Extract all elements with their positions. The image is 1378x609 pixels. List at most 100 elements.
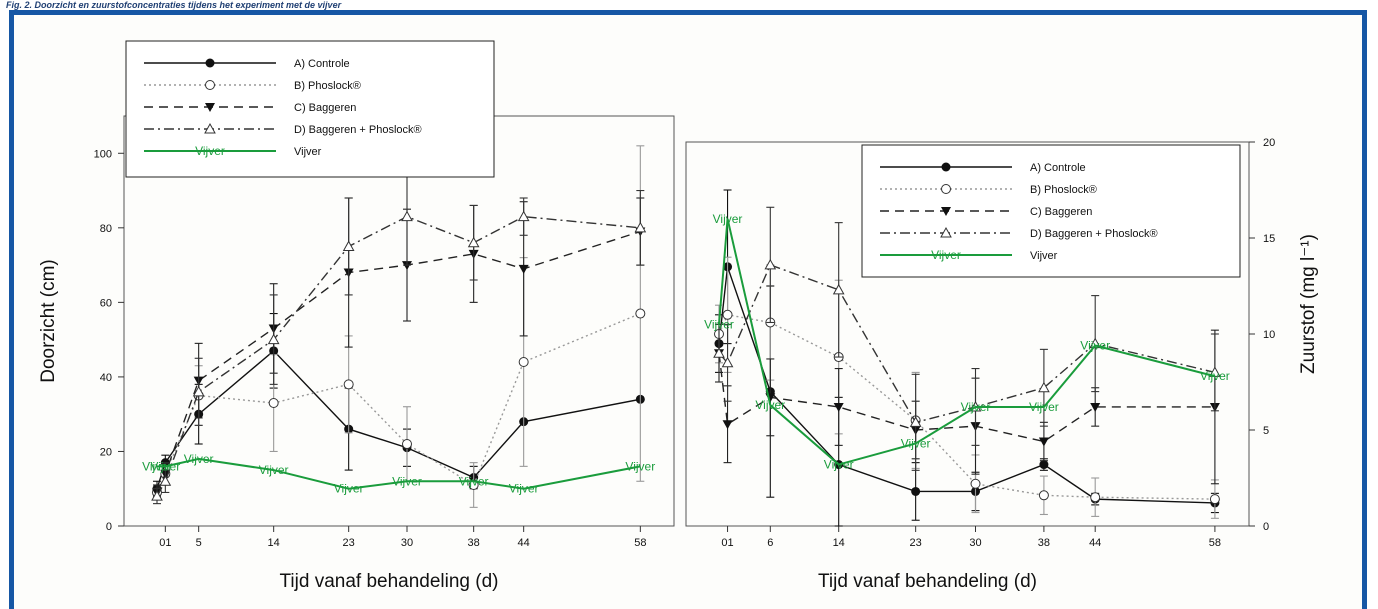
y-tick-label: 20: [1263, 137, 1275, 149]
data-point: [634, 221, 647, 233]
data-point: [1090, 492, 1101, 503]
x-tick-label: 58: [1209, 537, 1221, 549]
data-point: [1090, 402, 1101, 412]
series-line-5: [157, 457, 641, 490]
y-tick-label: 15: [1263, 233, 1275, 245]
data-point: [159, 475, 172, 486]
data-point: [342, 240, 355, 251]
data-point: [402, 439, 412, 449]
figure-frame: 0 20 40 60 80 100 01 5 14 23 30 38 44 58 Tijd vanaf be…: [9, 10, 1367, 609]
vijver-point-label: Vijver: [509, 482, 539, 496]
legend-entry: A) Controle: [294, 58, 350, 70]
legend-marker: [205, 58, 215, 68]
y-tick-label: 60: [100, 297, 112, 309]
x-tick-label: 30: [969, 537, 981, 549]
legend-marker: [941, 162, 951, 172]
legend-marker: Vijver: [931, 248, 961, 262]
data-point: [1038, 490, 1049, 501]
vijver-point-label: Vijver: [704, 317, 734, 331]
legend: A) Controle B) Phoslock® C) Baggeren D) Bag…: [125, 40, 495, 178]
y-tick-label: 0: [1263, 521, 1269, 533]
series-line-4: [156, 215, 641, 497]
y-tick-label: 5: [1263, 425, 1269, 437]
legend-entry: B) Phoslock®: [294, 80, 361, 92]
series-line-1: [156, 349, 641, 489]
data-point: [401, 210, 413, 222]
y-axis-title: Doorzicht (cm): [38, 259, 59, 383]
legend: A) Controle B) Phoslock® C) Baggeren D) Bag…: [861, 144, 1241, 278]
legend-entry: C) Baggeren: [294, 102, 356, 114]
vijver-point-label: Vijver: [1029, 400, 1059, 414]
x-tick-label: 30: [401, 537, 413, 549]
data-point: [1209, 366, 1221, 377]
data-point: [909, 416, 922, 427]
data-point: [722, 420, 733, 430]
legend-marker: [941, 184, 951, 194]
series-line-3: [718, 353, 1215, 443]
vijver-point-label: Vijver: [755, 398, 785, 412]
y-tick-label: 20: [100, 446, 112, 458]
x-tick-label: 01: [721, 537, 733, 549]
data-point: [635, 308, 646, 319]
series-line-1: [718, 266, 1215, 504]
vijver-point-label: Vijver: [150, 459, 180, 473]
data-point: [1038, 437, 1049, 447]
vijver-point-label: Vijver: [713, 212, 743, 226]
x-tick-label: 44: [1089, 537, 1101, 549]
legend-entry: D) Baggeren + Phoslock®: [294, 124, 422, 136]
legend-entry: D) Baggeren + Phoslock®: [1030, 228, 1158, 240]
vijver-point-label: Vijver: [459, 474, 489, 488]
series-line-4: [718, 263, 1216, 424]
series-line-3: [156, 230, 641, 493]
data-point: [517, 210, 530, 222]
chart-panel-1: 0 20 40 60 80 100 01 5 14 23 30 38 44 58 Tijd vanaf be…: [38, 40, 675, 592]
x-tick-label: 23: [343, 537, 355, 549]
vijver-point-label: Vijver: [142, 459, 172, 473]
y-axis-title-right: Zuurstof (mg l⁻¹): [1298, 234, 1319, 374]
x-tick-label: 01: [159, 537, 171, 549]
legend-marker: [940, 226, 952, 238]
x-axis-title: Tijd vanaf behandeling (d): [280, 571, 499, 592]
data-point: [764, 258, 777, 270]
y-tick-label: 80: [100, 223, 112, 235]
data-point: [1038, 381, 1050, 393]
x-tick-label: 44: [518, 537, 530, 549]
legend-entry: Vijver: [1030, 250, 1058, 262]
legend-marker: [941, 207, 951, 216]
data-point: [1209, 494, 1220, 505]
y-tick-label: 100: [94, 148, 112, 160]
data-point: [192, 385, 205, 397]
y-tick-label: 10: [1263, 329, 1275, 341]
legend-marker: [204, 122, 216, 134]
x-axis-title: Tijd vanaf behandeling (d): [818, 571, 1037, 592]
legend-marker: [205, 103, 215, 112]
data-point: [832, 283, 845, 295]
vijver-point-label: Vijver: [392, 474, 422, 488]
vijver-point-label: Vijver: [1200, 369, 1230, 383]
series-line-5: [718, 218, 1216, 466]
legend-marker: Vijver: [195, 144, 225, 158]
data-point: [268, 398, 279, 408]
legend-entry: Vijver: [294, 146, 322, 158]
vijver-point-label: Vijver: [1080, 339, 1110, 353]
x-tick-label: 14: [268, 537, 280, 549]
data-point: [467, 236, 480, 248]
y-tick-label: 0: [106, 521, 112, 533]
vijver-point-label: Vijver: [824, 458, 854, 472]
legend-entry: A) Controle: [1030, 162, 1086, 174]
vijver-point-label: Vijver: [334, 482, 364, 496]
vijver-point-label: Vijver: [901, 436, 931, 450]
legend-marker: [205, 80, 215, 90]
x-tick-label: 23: [910, 537, 922, 549]
series-line-2: [156, 312, 641, 493]
data-point: [343, 379, 354, 390]
chart-panel-2: 0 5 10 15 20 01 6 14 23 30 38 44 58 Tijd vanaf behand…: [685, 137, 1319, 592]
data-point: [713, 347, 725, 358]
x-tick-label: 38: [468, 537, 480, 549]
data-point: [1039, 460, 1049, 470]
legend-entry: C) Baggeren: [1030, 206, 1092, 218]
legend-entry: B) Phoslock®: [1030, 184, 1097, 196]
x-tick-label: 6: [767, 537, 773, 549]
data-point: [518, 357, 529, 367]
data-point: [151, 490, 163, 501]
